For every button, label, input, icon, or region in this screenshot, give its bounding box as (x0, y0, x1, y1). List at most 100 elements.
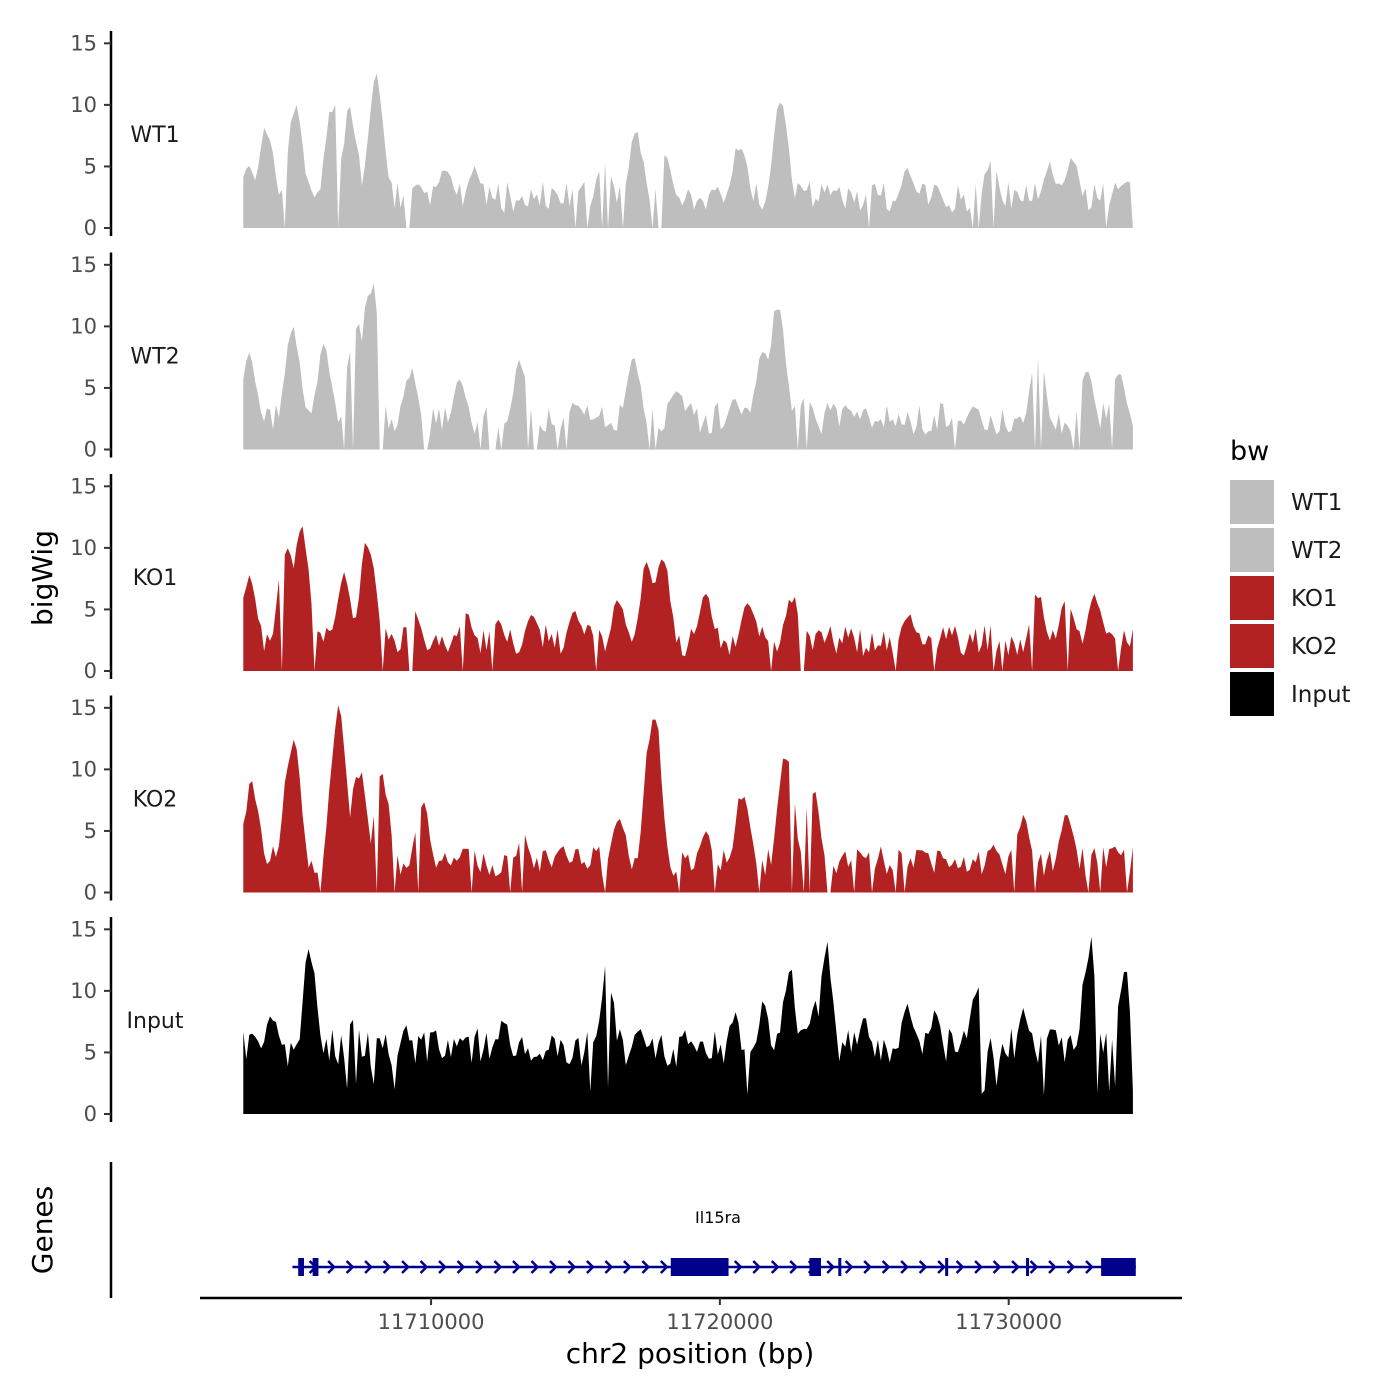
gene-exon (298, 1258, 304, 1276)
track-label: WT2 (130, 345, 179, 370)
strand-arrow (955, 1260, 965, 1274)
strand-arrow (992, 1260, 1002, 1274)
strand-arrow (900, 1260, 909, 1274)
strand-arrow (438, 1260, 447, 1274)
y-tick-label: 10 (70, 979, 97, 1003)
genes-panel: Genes Il15ra (26, 1162, 1136, 1298)
signal-tracks: 0 5 10 15 WT1 0 5 10 15 WT2 0 5 10 15 KO1 0 5 10 15 KO2 0 5 10… (70, 31, 1133, 1126)
strand-arrow (622, 1260, 632, 1274)
legend-key-wt1 (1230, 480, 1274, 524)
y-tick-label: 10 (70, 536, 97, 560)
strand-arrow (586, 1260, 595, 1274)
strand-arrow (1066, 1260, 1076, 1274)
legend-label-ko2: KO2 (1291, 634, 1338, 660)
genes-axis-title: Genes (26, 1186, 59, 1274)
y-tick-label: 5 (84, 1040, 97, 1064)
legend-entries: WT1 WT2 KO1 KO2 Input (1230, 480, 1351, 716)
legend-title: bw (1230, 436, 1269, 467)
coverage-area-ko2 (243, 705, 1133, 893)
y-tick-label: 10 (70, 93, 97, 117)
y-tick-label: 5 (84, 819, 97, 843)
strand-arrow (419, 1260, 429, 1274)
track-label: WT1 (130, 123, 179, 148)
y-tick-label: 0 (84, 881, 97, 905)
track-label: KO2 (133, 788, 178, 813)
coverage-area-input (243, 936, 1133, 1114)
strand-arrow (549, 1260, 558, 1274)
gene-exon (670, 1258, 729, 1276)
strand-arrow (382, 1260, 392, 1274)
strand-arrow (567, 1260, 577, 1274)
y-tick-label: 5 (84, 154, 97, 178)
strand-arrow (844, 1260, 854, 1274)
x-axis: 11710000 11720000 11730000 chr2 position (… (200, 1296, 1182, 1370)
strand-arrow (826, 1260, 835, 1274)
strand-arrow (364, 1260, 373, 1274)
y-tick-label: 10 (70, 314, 97, 338)
strand-arrow (1048, 1260, 1057, 1274)
y-tick-label: 5 (84, 376, 97, 400)
strand-arrow (659, 1260, 669, 1274)
x-axis-title: chr2 position (bp) (566, 1337, 815, 1370)
x-tick-label: 11720000 (666, 1310, 773, 1334)
track-label: Input (127, 1009, 184, 1034)
y-tick-label: 0 (84, 659, 97, 683)
y-tick-label: 10 (70, 757, 97, 781)
strand-arrow (1011, 1260, 1020, 1274)
strand-arrow (345, 1260, 355, 1274)
gene-exon (1026, 1258, 1030, 1276)
gene-model (292, 1258, 1136, 1276)
strand-arrow (770, 1260, 780, 1274)
gene-exon (838, 1258, 842, 1276)
coverage-area-wt1 (243, 73, 1133, 228)
strand-arrow (918, 1260, 928, 1274)
gene-exon (809, 1258, 821, 1276)
legend-key-ko1 (1230, 576, 1274, 620)
legend-label-ko1: KO1 (1291, 586, 1338, 612)
x-axis-ticks: 11710000 11720000 11730000 (378, 1298, 1062, 1334)
strand-arrow (327, 1260, 336, 1274)
track-label: KO1 (133, 566, 178, 591)
y-tick-label: 15 (70, 917, 97, 941)
strand-arrow (604, 1260, 614, 1274)
legend-label-wt2: WT2 (1291, 538, 1342, 564)
y-tick-label: 15 (70, 696, 97, 720)
legend: bw WT1 WT2 KO1 KO2 Input (1230, 436, 1351, 716)
x-tick-label: 11710000 (378, 1310, 485, 1334)
strand-arrow (641, 1260, 651, 1274)
strand-arrow (493, 1260, 503, 1274)
track-ko1: 0 5 10 15 KO1 (70, 474, 1133, 683)
legend-label-input: Input (1291, 682, 1351, 708)
strand-arrow (1085, 1260, 1094, 1274)
strand-arrow (974, 1260, 983, 1274)
legend-label-wt1: WT1 (1291, 490, 1342, 516)
legend-key-input (1230, 672, 1274, 716)
legend-key-wt2 (1230, 528, 1274, 572)
strand-arrow (752, 1260, 762, 1274)
y-tick-label: 0 (84, 1102, 97, 1126)
gene-name-label: Il15ra (695, 1208, 741, 1227)
strand-arrow (456, 1260, 466, 1274)
strand-arrow (475, 1260, 484, 1274)
y-tick-label: 0 (84, 216, 97, 240)
track-input: 0 5 10 15 Input (70, 917, 1133, 1126)
track-wt1: 0 5 10 15 WT1 (70, 31, 1133, 240)
coverage-area-wt2 (243, 283, 1133, 450)
y-tick-label: 15 (70, 253, 97, 277)
track-ko2: 0 5 10 15 KO2 (70, 695, 1133, 905)
gene-exon (312, 1258, 319, 1276)
strand-arrow (1029, 1260, 1039, 1274)
y-tick-label: 15 (70, 31, 97, 55)
coverage-area-ko1 (243, 526, 1133, 671)
track-wt2: 0 5 10 15 WT2 (70, 252, 1133, 462)
strand-arrow (733, 1260, 743, 1274)
y-tick-label: 15 (70, 474, 97, 498)
x-tick-label: 11730000 (955, 1310, 1062, 1334)
strand-arrow (789, 1260, 799, 1274)
y-tick-label: 0 (84, 438, 97, 462)
strand-arrow (863, 1260, 872, 1274)
strand-arrow (401, 1260, 410, 1274)
strand-arrow (937, 1260, 946, 1274)
